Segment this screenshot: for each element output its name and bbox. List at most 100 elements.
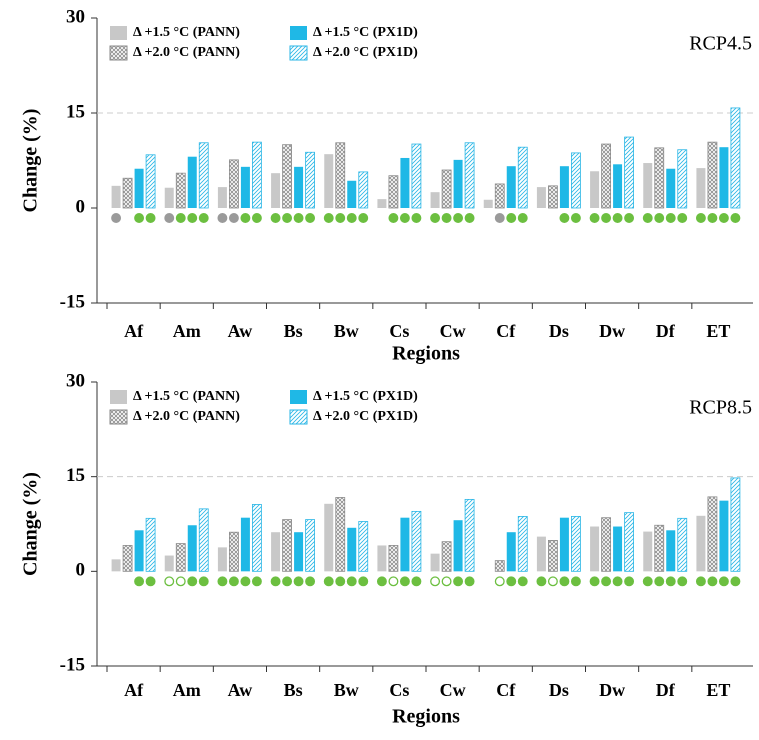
bar (400, 157, 410, 208)
bar (198, 142, 209, 209)
x-tick-label: Dw (599, 680, 625, 700)
bar (335, 142, 346, 209)
bar (696, 515, 706, 572)
significance-marker (217, 213, 228, 223)
bar (400, 517, 410, 572)
bar (536, 187, 546, 208)
significance-marker (464, 213, 475, 223)
x-tick-label: Cs (389, 321, 409, 341)
significance-marker (695, 213, 706, 223)
significance-marker (453, 213, 464, 223)
bar (377, 199, 387, 208)
bar (271, 173, 281, 208)
bar (347, 527, 357, 572)
bar (111, 559, 121, 572)
significance-marker (601, 576, 612, 587)
significance-marker (251, 576, 262, 587)
bar (240, 517, 250, 572)
x-tick-label: Aw (228, 680, 253, 700)
significance-marker (346, 213, 357, 223)
x-tick-label: Bw (334, 680, 359, 700)
significance-marker (111, 213, 122, 223)
significance-marker (601, 213, 612, 223)
bar (506, 532, 516, 572)
significance-marker (730, 213, 741, 223)
x-tick-label: Cw (440, 680, 466, 700)
significance-marker (293, 576, 304, 587)
bar (252, 141, 262, 209)
significance-marker (134, 576, 145, 587)
bar (324, 154, 334, 208)
legend-label: Δ +2.0 °C (PANN) (133, 409, 240, 424)
significance-marker (358, 576, 369, 587)
significance-marker (346, 576, 357, 587)
significance-marker (547, 576, 558, 587)
bar (411, 143, 422, 209)
x-tick-label: Am (173, 321, 201, 341)
significance-marker (358, 213, 369, 223)
bar (388, 545, 399, 572)
bar (240, 166, 250, 208)
x-tick-label: Am (173, 680, 201, 700)
bar (324, 503, 334, 572)
bar (305, 151, 315, 209)
bar (654, 524, 665, 572)
x-tick-label: Af (124, 680, 144, 700)
bar (358, 521, 369, 572)
bar (134, 168, 144, 208)
bar (335, 497, 346, 572)
significance-marker (570, 576, 581, 587)
bar (494, 183, 505, 209)
x-tick-label: Cf (496, 680, 516, 700)
significance-marker (335, 576, 346, 587)
significance-marker (198, 213, 209, 223)
legend-swatch (290, 390, 307, 404)
significance-marker (730, 576, 741, 587)
significance-marker (399, 213, 410, 223)
bar (483, 199, 493, 208)
significance-marker (411, 213, 422, 223)
bar (358, 171, 369, 209)
significance-marker (388, 576, 399, 587)
legend-label: Δ +2.0 °C (PX1D) (313, 409, 418, 424)
y-tick-label: 30 (66, 370, 85, 391)
bar (441, 541, 452, 572)
significance-marker (718, 213, 729, 223)
bar (164, 187, 174, 208)
bar (175, 543, 186, 572)
significance-marker (270, 576, 281, 587)
y-axis-title: Change (%) (20, 109, 42, 213)
bar (453, 159, 463, 208)
significance-marker (411, 576, 422, 587)
annotation: RCP4.5 (689, 33, 752, 55)
legend-label: Δ +1.5 °C (PANN) (133, 25, 240, 40)
bar (601, 517, 611, 572)
bar (294, 166, 304, 208)
significance-marker (270, 213, 281, 223)
significance-marker (654, 213, 665, 223)
bar (571, 516, 581, 572)
significance-marker (441, 213, 452, 223)
y-tick-label: 0 (76, 560, 86, 581)
significance-marker (305, 213, 316, 223)
legend-swatch (290, 26, 307, 40)
y-tick-label: -15 (60, 291, 85, 312)
significance-marker (642, 576, 653, 587)
significance-marker (695, 576, 706, 587)
bar (271, 532, 281, 572)
significance-marker (654, 576, 665, 587)
significance-marker (399, 576, 410, 587)
bar (559, 517, 569, 572)
significance-marker (665, 576, 676, 587)
significance-marker (559, 213, 570, 223)
significance-marker (376, 576, 387, 587)
significance-marker (494, 213, 505, 223)
bar (347, 180, 357, 208)
significance-marker (430, 576, 441, 587)
bar (517, 516, 528, 572)
x-tick-label: Cs (389, 680, 409, 700)
bar (229, 531, 239, 572)
significance-marker (624, 576, 635, 587)
significance-marker (388, 213, 399, 223)
bar (666, 168, 676, 208)
